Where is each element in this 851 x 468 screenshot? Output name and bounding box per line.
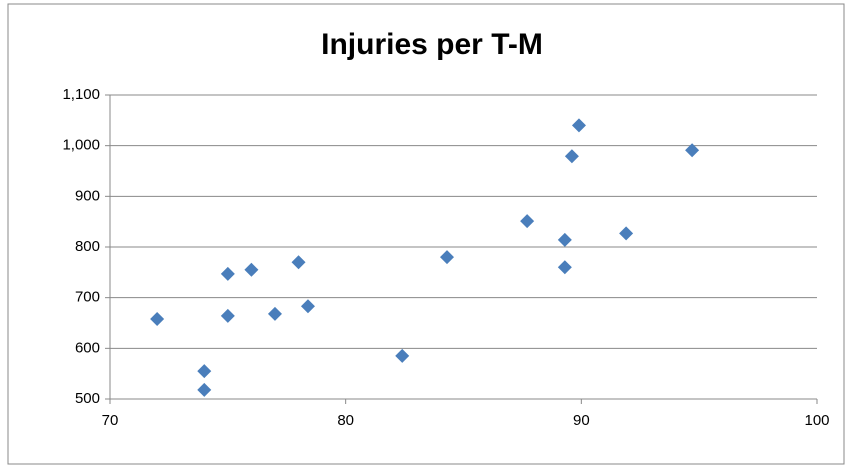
point [395,348,410,363]
y-tick-label: 1,100 [62,86,100,103]
point [571,118,586,133]
x-tick-label: 100 [804,412,829,429]
point [564,149,579,164]
point [267,306,282,321]
x-tick-label: 90 [573,412,590,429]
point [557,260,572,275]
point [197,382,212,397]
point [150,311,165,326]
point [197,364,212,379]
y-tick-label: 700 [75,289,100,306]
y-tick-label: 1,000 [62,137,100,154]
point [557,232,572,247]
point [520,214,535,229]
point [244,262,259,277]
point [300,299,315,314]
x-tick-label: 80 [337,412,354,429]
point [220,308,235,323]
chart-frame [7,3,845,465]
y-tick-label: 900 [75,187,100,204]
y-tick-label: 500 [75,390,100,407]
y-tick-label: 600 [75,339,100,356]
chart-title: Injuries per T-M [321,28,543,61]
point [619,226,634,241]
point [220,266,235,281]
y-tick-label: 800 [75,238,100,255]
point [291,255,306,270]
point [440,250,455,265]
point [685,143,700,158]
x-tick-label: 70 [102,412,119,429]
